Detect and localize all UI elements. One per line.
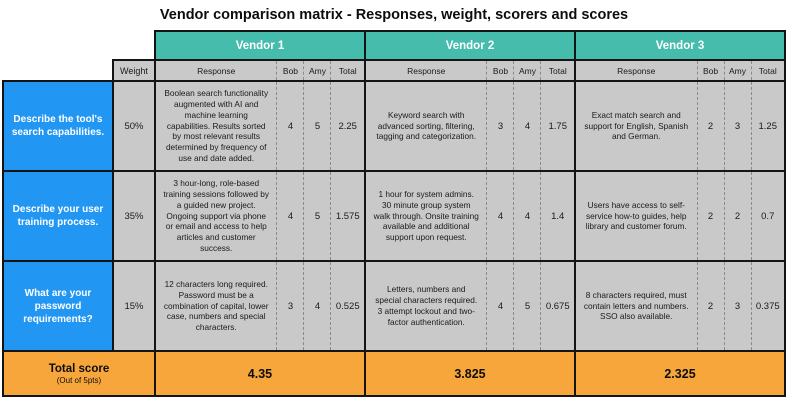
weight-header: Weight bbox=[111, 59, 156, 82]
vendor1-amy-score: 5 bbox=[303, 170, 332, 262]
corner-spacer bbox=[2, 31, 155, 60]
vendor3-total-score: 0.7 bbox=[750, 170, 787, 262]
vendor3-total-score: 0.375 bbox=[750, 260, 787, 352]
question-cell: Describe your user training process. bbox=[1, 170, 114, 262]
weight-cell: 50% bbox=[111, 80, 156, 172]
vendor1-grand-total: 4.35 bbox=[153, 350, 366, 397]
vendor2-response-cell: 1 hour for system admins. 30 minute grou… bbox=[363, 170, 488, 262]
vendor3-scorer-amy-header: Amy bbox=[723, 59, 752, 82]
vendor3-response-cell: Exact match search and support for Engli… bbox=[574, 80, 698, 172]
vendor-comparison-table: Vendor 1 Vendor 2 Vendor 3 Weight Respon… bbox=[1, 30, 787, 397]
table-row: Describe the tool's search capabilities.… bbox=[1, 80, 787, 172]
vendor3-header: Vendor 3 bbox=[573, 30, 787, 61]
vendor2-response-cell: Letters, numbers and special characters … bbox=[363, 260, 488, 352]
question-cell: What are your password requirements? bbox=[1, 260, 114, 352]
vendor3-bob-score: 2 bbox=[696, 260, 725, 352]
column-header-row: Weight Response Bob Amy Total Response B… bbox=[2, 59, 787, 82]
vendor3-response-cell: 8 characters required, must contain lett… bbox=[574, 260, 698, 352]
vendor2-total-header: Total bbox=[540, 59, 577, 82]
vendor1-total-score: 1.575 bbox=[330, 170, 366, 262]
vendor2-scorer-bob-header: Bob bbox=[486, 59, 515, 82]
vendor1-header: Vendor 1 bbox=[153, 30, 366, 61]
vendor3-amy-score: 2 bbox=[723, 170, 752, 262]
vendor1-amy-score: 4 bbox=[303, 260, 332, 352]
vendor1-scorer-amy-header: Amy bbox=[303, 59, 332, 82]
vendor2-bob-score: 4 bbox=[486, 260, 515, 352]
vendor1-response-cell: Boolean search functionality augmented w… bbox=[153, 80, 278, 172]
vendor2-bob-score: 3 bbox=[486, 80, 515, 172]
total-score-label-cell: Total score (Out of 5pts) bbox=[1, 350, 156, 397]
vendor3-total-header: Total bbox=[750, 59, 787, 82]
vendor2-response-cell: Keyword search with advanced sorting, fi… bbox=[363, 80, 488, 172]
vendor1-bob-score: 4 bbox=[276, 170, 305, 262]
vendor2-total-score: 0.675 bbox=[540, 260, 577, 352]
vendor1-response-header: Response bbox=[153, 59, 278, 82]
total-score-row: Total score (Out of 5pts) 4.35 3.825 2.3… bbox=[1, 350, 787, 397]
vendor3-bob-score: 2 bbox=[696, 80, 725, 172]
vendor3-response-cell: Users have access to self-service how-to… bbox=[574, 170, 698, 262]
vendor3-bob-score: 2 bbox=[696, 170, 725, 262]
vendor2-amy-score: 5 bbox=[513, 260, 542, 352]
vendor1-total-score: 0.525 bbox=[330, 260, 366, 352]
vendor2-bob-score: 4 bbox=[486, 170, 515, 262]
vendor1-total-score: 2.25 bbox=[330, 80, 366, 172]
vendor1-bob-score: 4 bbox=[276, 80, 305, 172]
vendor1-scorer-bob-header: Bob bbox=[276, 59, 305, 82]
vendor3-amy-score: 3 bbox=[723, 260, 752, 352]
vendor2-amy-score: 4 bbox=[513, 170, 542, 262]
vendor3-total-score: 1.25 bbox=[750, 80, 787, 172]
question-column-spacer bbox=[2, 60, 113, 81]
vendor2-header: Vendor 2 bbox=[363, 30, 577, 61]
vendor1-response-cell: 12 characters long required. Password mu… bbox=[153, 260, 278, 352]
vendor3-scorer-bob-header: Bob bbox=[696, 59, 725, 82]
vendor-header-row: Vendor 1 Vendor 2 Vendor 3 bbox=[2, 30, 787, 61]
weight-cell: 15% bbox=[111, 260, 156, 352]
vendor1-total-header: Total bbox=[330, 59, 366, 82]
vendor2-scorer-amy-header: Amy bbox=[513, 59, 542, 82]
vendor3-response-header: Response bbox=[574, 59, 698, 82]
vendor1-bob-score: 3 bbox=[276, 260, 305, 352]
weight-cell: 35% bbox=[111, 170, 156, 262]
vendor1-response-cell: 3 hour-long, role-based training session… bbox=[153, 170, 278, 262]
vendor3-grand-total: 2.325 bbox=[573, 350, 787, 397]
page-title: Vendor comparison matrix - Responses, we… bbox=[159, 7, 629, 23]
vendor2-total-score: 1.4 bbox=[540, 170, 577, 262]
vendor2-grand-total: 3.825 bbox=[363, 350, 577, 397]
vendor3-amy-score: 3 bbox=[723, 80, 752, 172]
question-cell: Describe the tool's search capabilities. bbox=[1, 80, 114, 172]
vendor1-amy-score: 5 bbox=[303, 80, 332, 172]
vendor2-response-header: Response bbox=[363, 59, 488, 82]
total-score-sublabel: (Out of 5pts) bbox=[56, 375, 102, 385]
vendor2-amy-score: 4 bbox=[513, 80, 542, 172]
total-score-label: Total score bbox=[48, 362, 110, 375]
vendor2-total-score: 1.75 bbox=[540, 80, 577, 172]
table-row: Describe your user training process. 35%… bbox=[1, 170, 787, 262]
table-row: What are your password requirements? 15%… bbox=[1, 260, 787, 352]
